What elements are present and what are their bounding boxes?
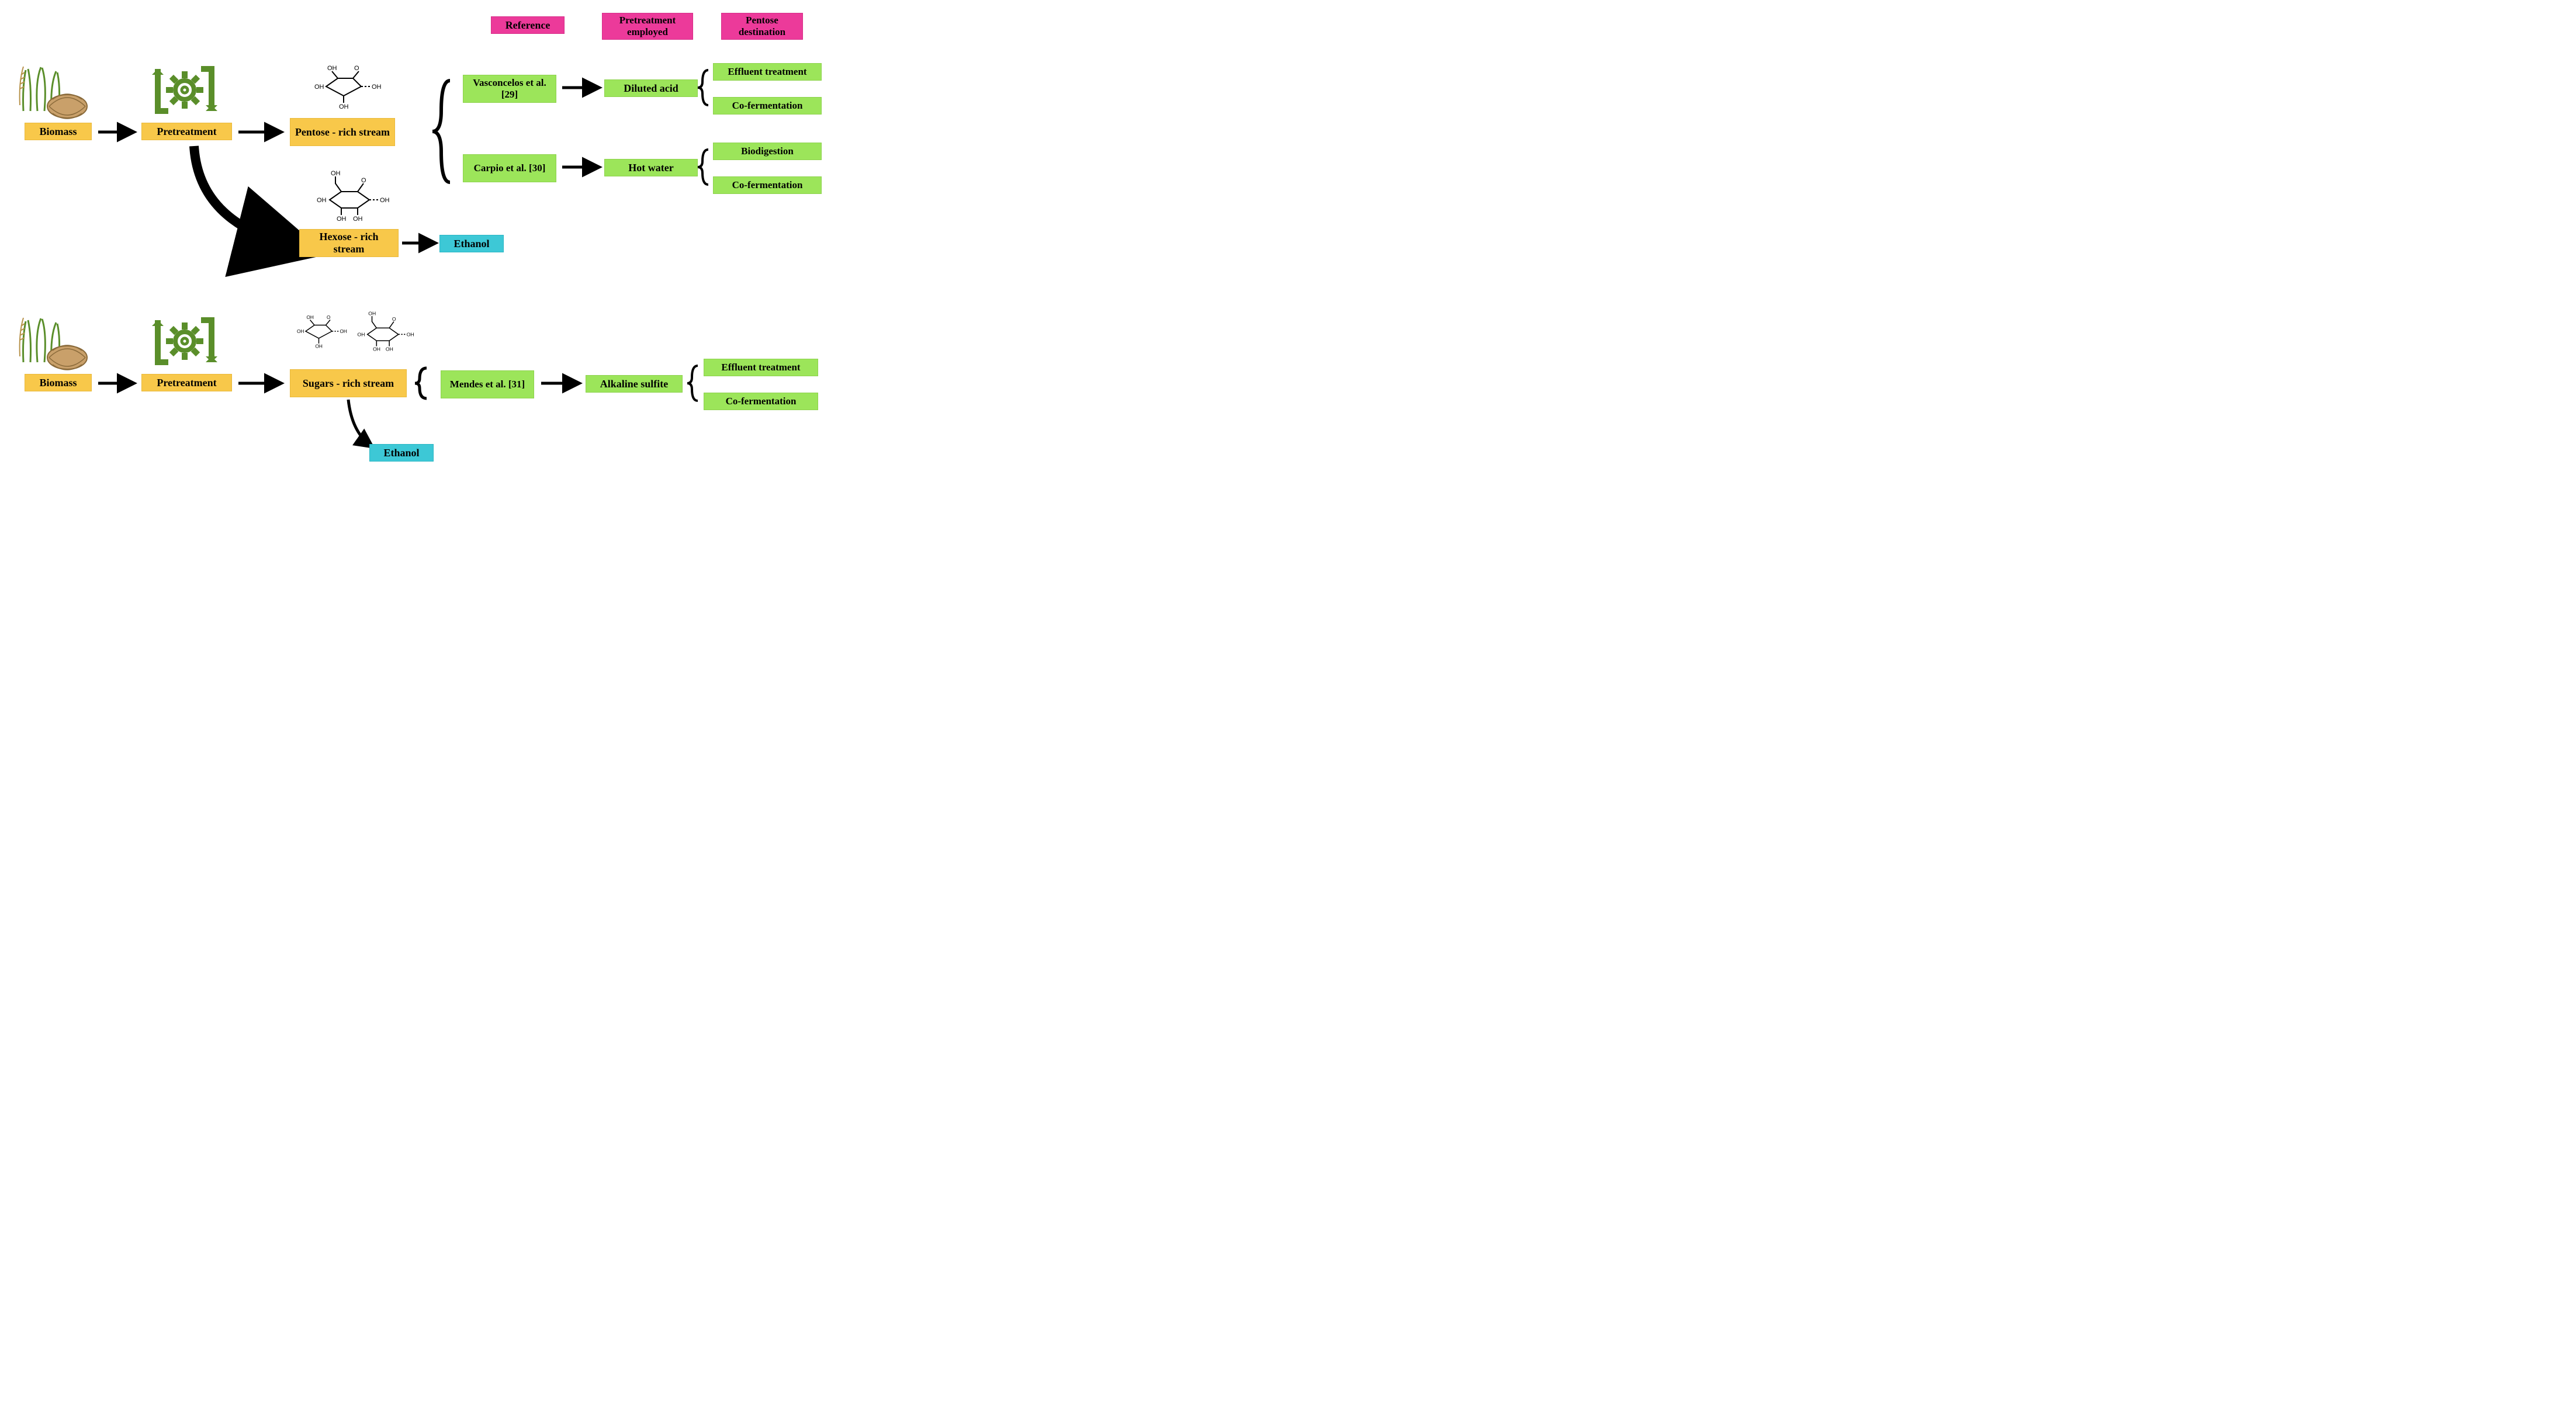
biomass-icon — [20, 318, 87, 370]
dest-biodigestion-box: Biodigestion — [713, 143, 822, 160]
ethanol-box-2: Ethanol — [369, 444, 434, 462]
hexose-stream-box: Hexose - rich stream — [299, 229, 399, 257]
pentose-stream-box: Pentose - rich stream — [290, 118, 395, 146]
brace — [415, 368, 427, 398]
hexose-molecule-icon — [317, 170, 390, 223]
flowchart-canvas: OH OH O OH OH OH — [12, 12, 871, 485]
sugars-stream-box: Sugars - rich stream — [290, 369, 407, 397]
curved-arrow — [348, 400, 372, 446]
brace-small — [698, 70, 708, 105]
biomass-box-2: Biomass — [25, 374, 92, 391]
gear-icon — [151, 62, 219, 118]
brace — [432, 81, 450, 182]
dest-effluent-1-box: Effluent treatment — [713, 63, 822, 81]
pretreat-hotwater-box: Hot water — [604, 159, 698, 176]
ref-carpio-box: Carpio et al. [30] — [463, 154, 556, 182]
header-reference: Reference — [491, 16, 565, 34]
dest-coferm-1-box: Co-fermentation — [713, 97, 822, 115]
brace-small — [698, 150, 708, 185]
ethanol-box: Ethanol — [439, 235, 504, 252]
gear-icon — [151, 313, 219, 369]
brace-small — [687, 366, 698, 401]
dest-coferm-2-box: Co-fermentation — [713, 176, 822, 194]
ref-mendes-box: Mendes et al. [31] — [441, 370, 534, 398]
pretreat-alkaline-box: Alkaline sulfite — [586, 375, 683, 393]
pretreatment-box-2: Pretreatment — [141, 374, 232, 391]
header-destination: Pentose destination — [721, 13, 803, 40]
biomass-box: Biomass — [25, 123, 92, 140]
curved-arrow — [194, 146, 291, 245]
header-pretreatment: Pretreatment employed — [602, 13, 693, 40]
dest-coferm-3-box: Co-fermentation — [704, 393, 818, 410]
pentose-molecule-icon — [314, 65, 382, 110]
dest-effluent-2-box: Effluent treatment — [704, 359, 818, 376]
pretreatment-box: Pretreatment — [141, 123, 232, 140]
ref-vasconcelos-box: Vasconcelos et al. [29] — [463, 75, 556, 103]
biomass-icon — [20, 67, 87, 119]
pretreat-diluted-acid-box: Diluted acid — [604, 79, 698, 97]
